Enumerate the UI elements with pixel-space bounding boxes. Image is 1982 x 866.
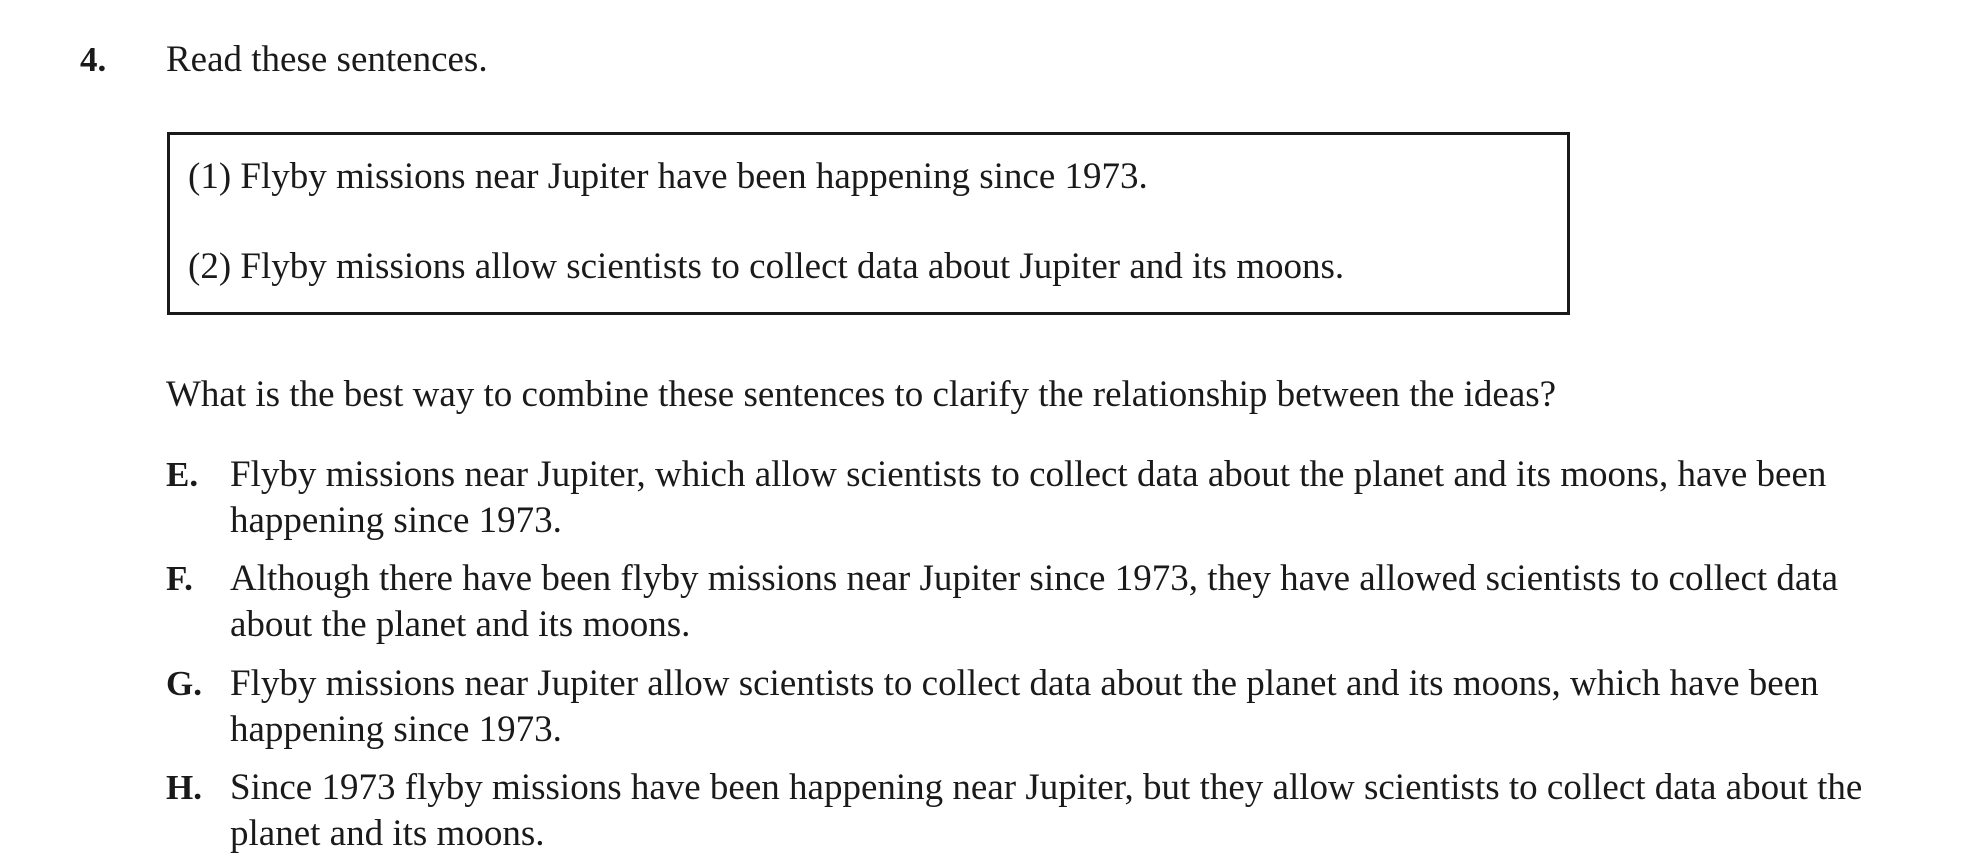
question-prompt: What is the best way to combine these se… (166, 374, 1557, 415)
sentence-box: (1) Flyby missions near Jupiter have bee… (167, 132, 1570, 315)
question-number: 4. (80, 40, 107, 79)
option-text: Since 1973 flyby missions have been happ… (230, 767, 1863, 854)
option-letter: E. (166, 455, 199, 494)
option-text: Although there have been flyby missions … (230, 558, 1839, 645)
question-intro: Read these sentences. (166, 39, 488, 80)
sentence-1: (1) Flyby missions near Jupiter have bee… (188, 156, 1148, 197)
option-letter: H. (166, 768, 202, 807)
option-text: Flyby missions near Jupiter, which allow… (230, 454, 1827, 541)
option-letter: F. (166, 559, 193, 598)
option-text: Flyby missions near Jupiter allow scient… (230, 663, 1819, 750)
sentence-2: (2) Flyby missions allow scientists to c… (188, 246, 1345, 287)
option-letter: G. (166, 664, 202, 703)
